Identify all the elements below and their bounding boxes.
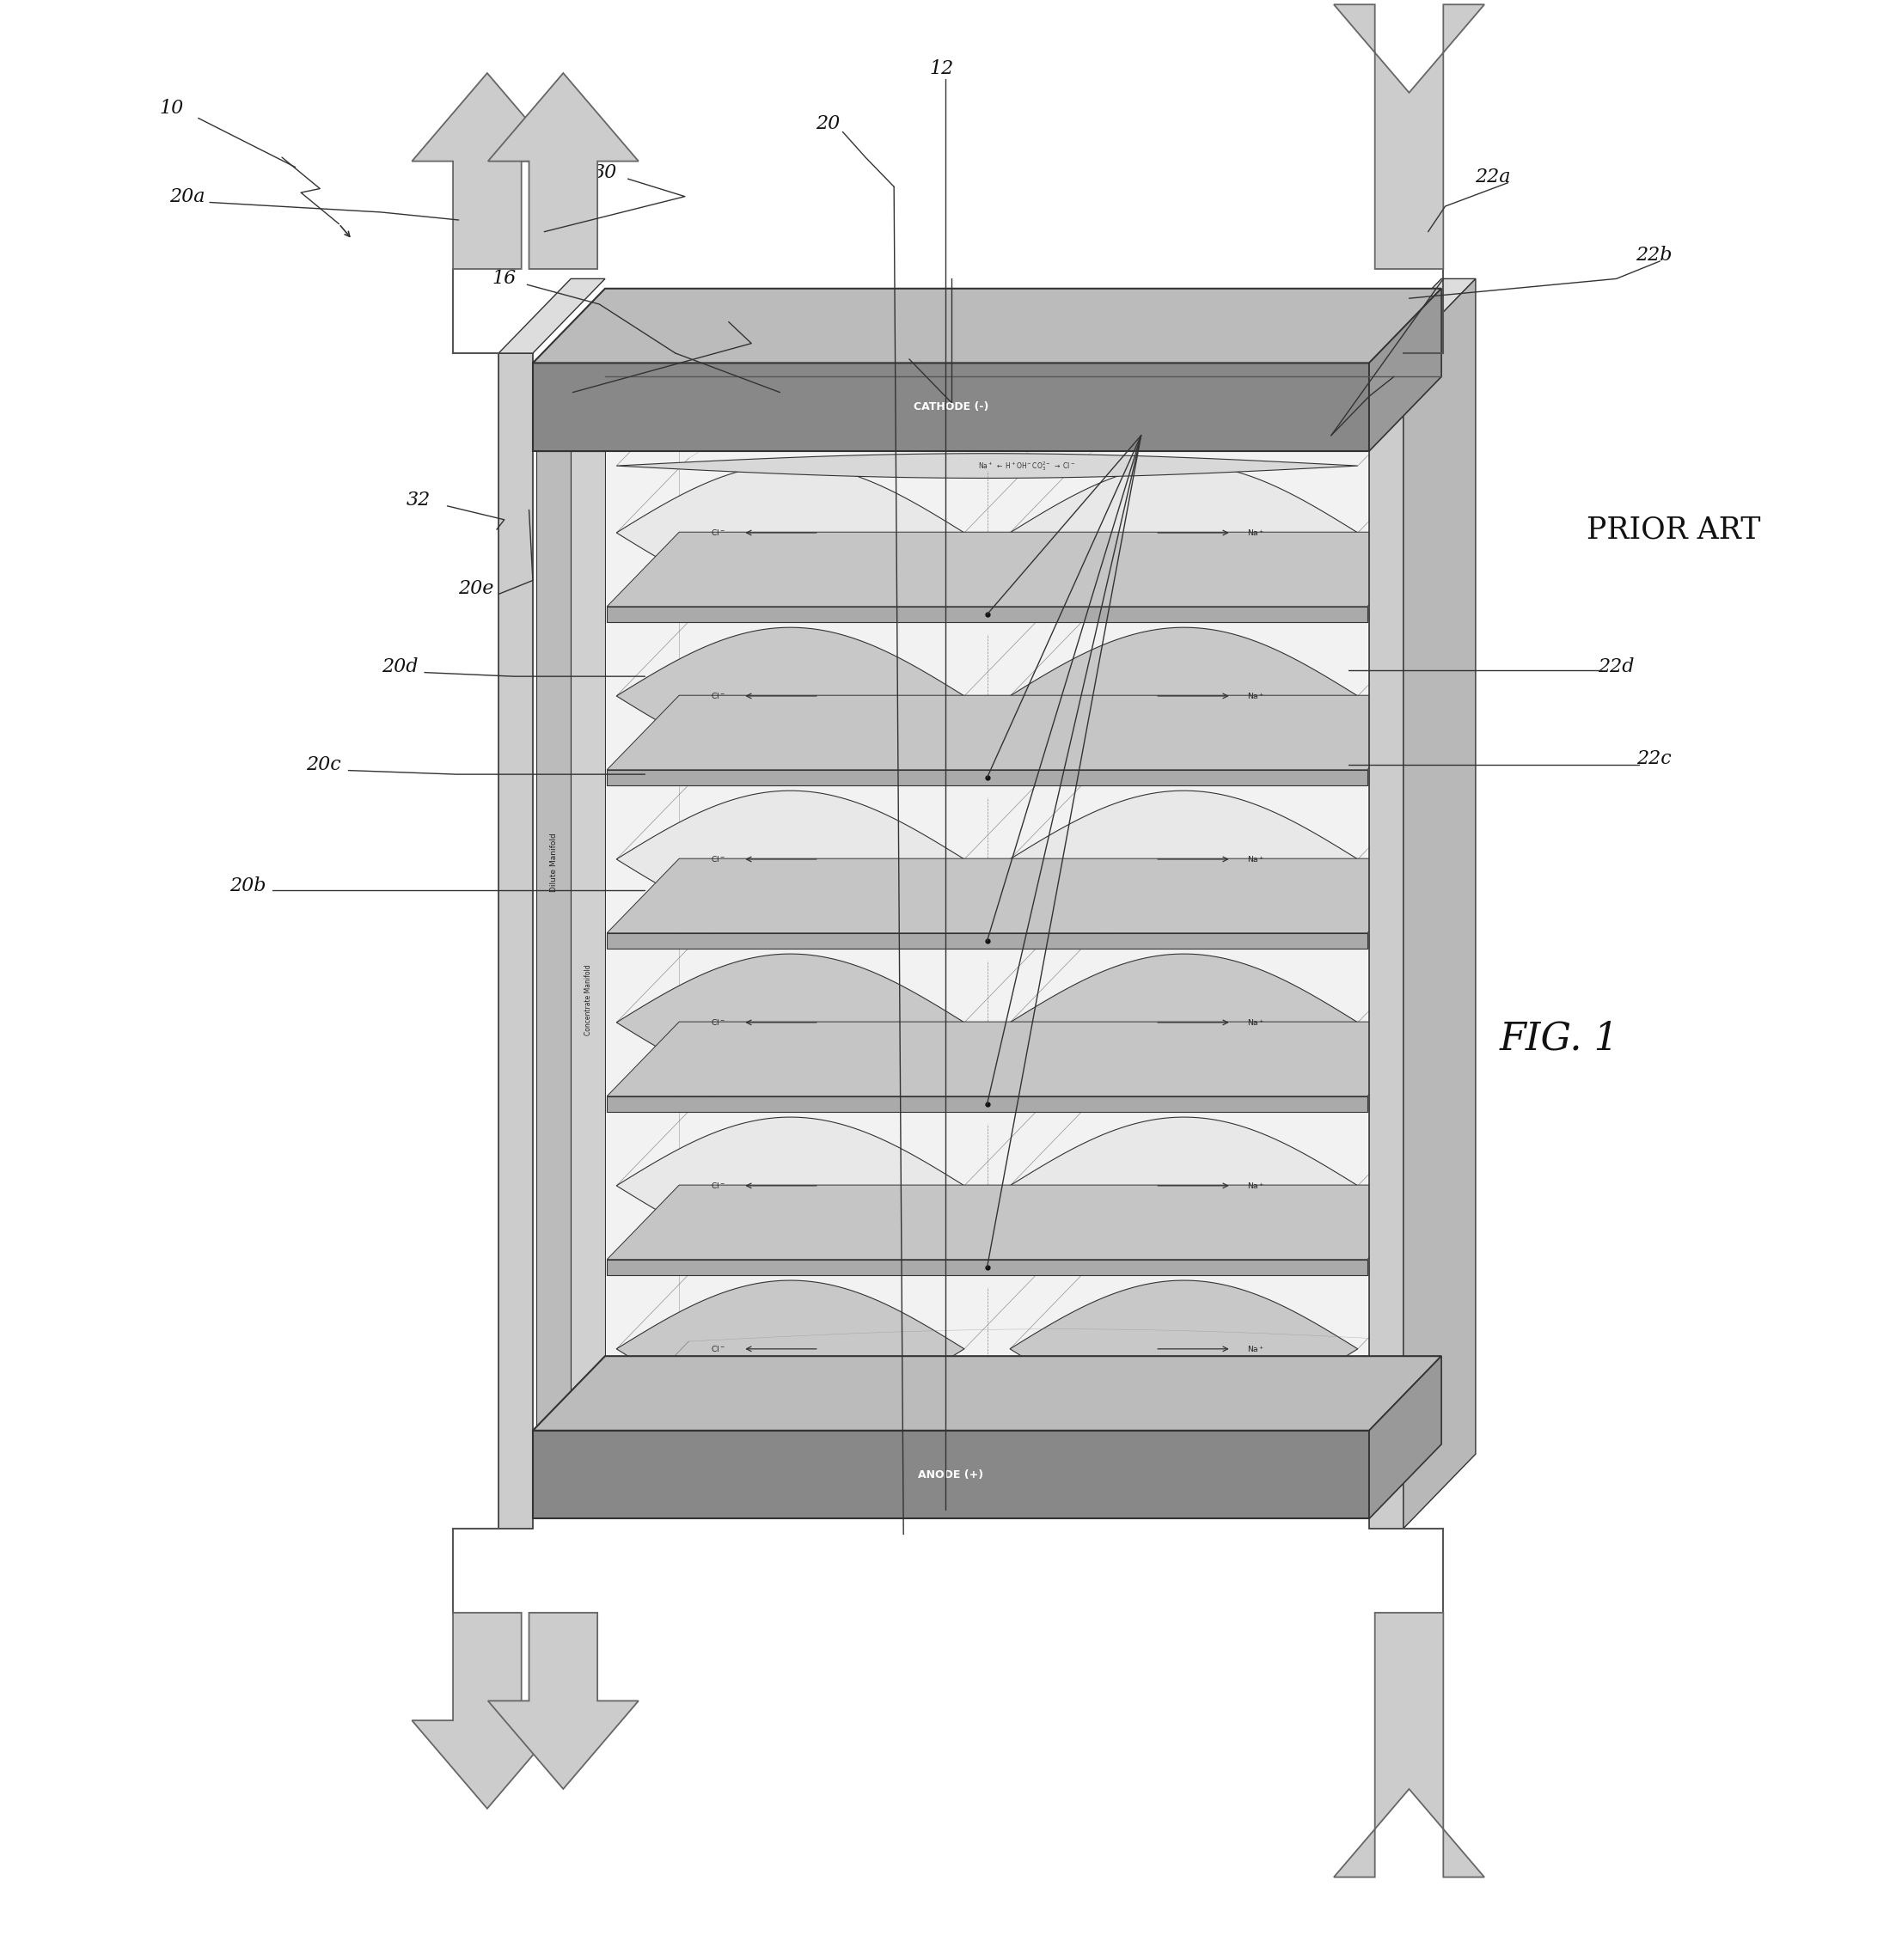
- Text: 22: 22: [1130, 421, 1153, 441]
- Text: 20: 20: [816, 114, 839, 133]
- Text: Dilute Manifold: Dilute Manifold: [550, 833, 557, 892]
- Polygon shape: [489, 73, 639, 269]
- Polygon shape: [616, 955, 964, 1092]
- Polygon shape: [533, 1356, 1442, 1431]
- Polygon shape: [533, 288, 1442, 363]
- Polygon shape: [571, 451, 605, 1431]
- Text: Cl$^-$: Cl$^-$: [711, 692, 725, 700]
- Polygon shape: [1010, 627, 1358, 764]
- Text: 22c: 22c: [1638, 749, 1672, 768]
- Text: 14: 14: [883, 343, 905, 363]
- Text: FIG. 1: FIG. 1: [1499, 1021, 1619, 1056]
- Text: Concentrate Manifold: Concentrate Manifold: [584, 964, 592, 1035]
- Text: Na$^+$: Na$^+$: [1248, 527, 1265, 537]
- Text: 20a: 20a: [169, 186, 205, 206]
- Text: Na$^+$: Na$^+$: [1248, 1180, 1265, 1192]
- Text: 30: 30: [593, 163, 616, 182]
- Polygon shape: [616, 1117, 964, 1254]
- Text: 20f: 20f: [689, 304, 719, 323]
- Text: 22b: 22b: [1636, 245, 1672, 265]
- Text: 22a: 22a: [1474, 167, 1510, 186]
- Polygon shape: [607, 613, 1368, 778]
- Text: Na$^+$: Na$^+$: [1248, 1345, 1265, 1354]
- Polygon shape: [1369, 278, 1476, 353]
- Polygon shape: [607, 1186, 1440, 1260]
- Polygon shape: [616, 790, 964, 927]
- Text: 20d: 20d: [382, 657, 418, 676]
- Text: 22e: 22e: [1371, 363, 1406, 382]
- Polygon shape: [607, 858, 1440, 933]
- Polygon shape: [607, 1260, 1368, 1276]
- Polygon shape: [607, 606, 1368, 621]
- Polygon shape: [1010, 790, 1358, 927]
- Text: 16: 16: [493, 269, 517, 288]
- Polygon shape: [607, 1021, 1440, 1096]
- Polygon shape: [536, 451, 571, 1431]
- Polygon shape: [607, 933, 1368, 949]
- Polygon shape: [1369, 288, 1442, 451]
- Polygon shape: [489, 1613, 639, 1789]
- Polygon shape: [616, 627, 964, 764]
- Polygon shape: [607, 1096, 1368, 1111]
- Text: Na$^+$: Na$^+$: [1248, 1017, 1265, 1027]
- Polygon shape: [607, 941, 1368, 1103]
- Polygon shape: [498, 278, 605, 353]
- Polygon shape: [413, 73, 563, 269]
- Text: 10: 10: [160, 98, 184, 118]
- Text: 12: 12: [930, 59, 953, 78]
- Polygon shape: [616, 453, 1358, 478]
- Polygon shape: [607, 1268, 1368, 1431]
- Text: Na$^+$ $\leftarrow$ H$^+$OH$^-$CO$_3^{2-}$ $\rightarrow$ Cl$^-$: Na$^+$ $\leftarrow$ H$^+$OH$^-$CO$_3^{2-…: [978, 459, 1077, 472]
- Polygon shape: [533, 363, 1369, 451]
- Text: 32: 32: [407, 490, 432, 510]
- Polygon shape: [607, 696, 1440, 770]
- Polygon shape: [1369, 1356, 1442, 1519]
- Polygon shape: [413, 1613, 563, 1809]
- Polygon shape: [607, 451, 1368, 613]
- Polygon shape: [607, 531, 1440, 606]
- Text: Na$^+$: Na$^+$: [1248, 692, 1265, 702]
- Text: Cl$^-$: Cl$^-$: [711, 855, 725, 864]
- Polygon shape: [498, 353, 533, 1529]
- Text: 20e: 20e: [458, 578, 495, 598]
- Polygon shape: [1333, 4, 1484, 269]
- Text: 22d: 22d: [1598, 657, 1634, 676]
- Text: 20c: 20c: [306, 755, 340, 774]
- Polygon shape: [1010, 465, 1358, 602]
- Text: Cl$^-$: Cl$^-$: [711, 527, 725, 537]
- Text: 20b: 20b: [230, 876, 266, 896]
- Polygon shape: [1010, 1117, 1358, 1254]
- Polygon shape: [616, 1280, 964, 1417]
- Polygon shape: [1404, 278, 1476, 1529]
- Text: Na$^+$: Na$^+$: [1248, 855, 1265, 864]
- Polygon shape: [616, 465, 964, 602]
- Polygon shape: [1010, 1280, 1358, 1417]
- Polygon shape: [533, 1431, 1369, 1519]
- Polygon shape: [1010, 955, 1358, 1092]
- Text: CATHODE (-): CATHODE (-): [913, 402, 989, 414]
- Polygon shape: [607, 770, 1368, 786]
- Text: Cl$^-$: Cl$^-$: [711, 1182, 725, 1190]
- Polygon shape: [1333, 1613, 1484, 1878]
- Polygon shape: [616, 1403, 1358, 1429]
- Text: Cl$^-$: Cl$^-$: [711, 1345, 725, 1354]
- Text: ANODE (+): ANODE (+): [919, 1468, 983, 1480]
- Polygon shape: [607, 778, 1368, 941]
- Text: Cl$^-$: Cl$^-$: [711, 1017, 725, 1027]
- Text: PRIOR ART: PRIOR ART: [1586, 515, 1761, 545]
- Polygon shape: [607, 1103, 1368, 1268]
- Polygon shape: [1369, 353, 1404, 1529]
